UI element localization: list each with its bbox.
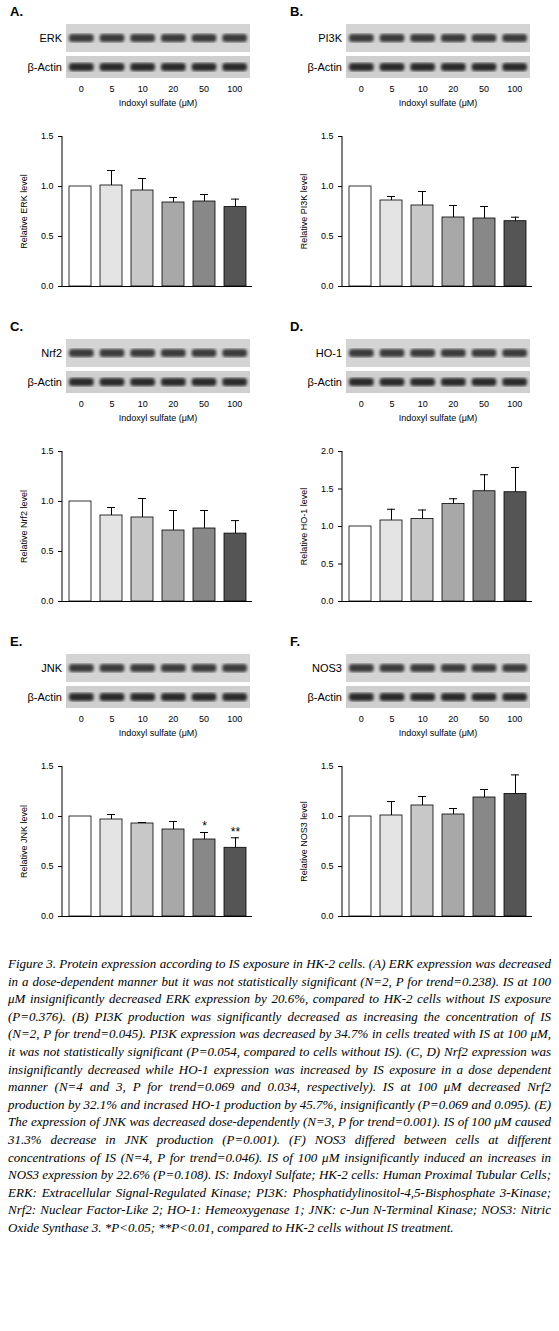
- svg-text:1.0: 1.0: [41, 181, 54, 191]
- svg-text:10: 10: [138, 714, 148, 724]
- svg-text:0.0: 0.0: [41, 911, 54, 921]
- html-text:F.: F.: [290, 634, 301, 649]
- svg-text:β-Actin: β-Actin: [308, 376, 342, 388]
- svg-text:ERK: ERK: [39, 32, 62, 44]
- svg-text:**: **: [231, 825, 241, 839]
- svg-text:5: 5: [109, 84, 114, 94]
- svg-text:1.5: 1.5: [41, 131, 54, 141]
- svg-text:50: 50: [479, 714, 489, 724]
- svg-text:1.5: 1.5: [321, 131, 334, 141]
- svg-text:1.5: 1.5: [41, 761, 54, 771]
- svg-text:20: 20: [448, 399, 458, 409]
- svg-text:0.0: 0.0: [321, 281, 334, 291]
- svg-text:5: 5: [389, 84, 394, 94]
- svg-text:20: 20: [448, 84, 458, 94]
- svg-text:β-Actin: β-Actin: [28, 376, 62, 388]
- svg-text:100: 100: [507, 84, 522, 94]
- html-text:A.: A.: [10, 4, 23, 19]
- svg-text:20: 20: [168, 714, 178, 724]
- svg-text:0.5: 0.5: [41, 231, 54, 241]
- svg-text:50: 50: [479, 84, 489, 94]
- svg-text:100: 100: [227, 84, 242, 94]
- svg-text:0.5: 0.5: [41, 546, 54, 556]
- svg-text:β-Actin: β-Actin: [28, 61, 62, 73]
- svg-text:1.5: 1.5: [321, 484, 334, 494]
- svg-text:10: 10: [138, 84, 148, 94]
- svg-text:100: 100: [507, 714, 522, 724]
- svg-text:100: 100: [507, 399, 522, 409]
- svg-text:NOS3: NOS3: [312, 662, 342, 674]
- svg-text:0: 0: [79, 84, 84, 94]
- svg-text:0.0: 0.0: [321, 596, 334, 606]
- svg-text:β-Actin: β-Actin: [28, 691, 62, 703]
- html-text:B.: B.: [290, 4, 303, 19]
- svg-text:β-Actin: β-Actin: [308, 691, 342, 703]
- svg-text:2.0: 2.0: [321, 446, 334, 456]
- svg-text:100: 100: [227, 399, 242, 409]
- svg-text:Relative HO-1 level: Relative HO-1 level: [299, 488, 309, 566]
- svg-text:20: 20: [168, 399, 178, 409]
- svg-text:10: 10: [418, 84, 428, 94]
- svg-text:5: 5: [109, 714, 114, 724]
- svg-text:5: 5: [109, 399, 114, 409]
- svg-text:JNK: JNK: [41, 662, 62, 674]
- svg-text:PI3K: PI3K: [318, 32, 343, 44]
- svg-text:1.0: 1.0: [321, 811, 334, 821]
- svg-text:1.0: 1.0: [321, 181, 334, 191]
- svg-text:1.0: 1.0: [41, 811, 54, 821]
- svg-text:50: 50: [199, 84, 209, 94]
- html-text:D.: D.: [290, 319, 303, 334]
- svg-text:Relative PI3K level: Relative PI3K level: [299, 174, 309, 250]
- svg-text:5: 5: [389, 399, 394, 409]
- svg-text:Relative ERK level: Relative ERK level: [19, 174, 29, 249]
- svg-text:0.5: 0.5: [321, 559, 334, 569]
- svg-text:5: 5: [389, 714, 394, 724]
- svg-text:0: 0: [79, 399, 84, 409]
- svg-text:0: 0: [359, 714, 364, 724]
- svg-text:Indoxyl sulfate (μM): Indoxyl sulfate (μM): [119, 98, 198, 108]
- svg-text:0.0: 0.0: [321, 911, 334, 921]
- svg-text:Indoxyl sulfate (μM): Indoxyl sulfate (μM): [119, 728, 198, 738]
- svg-text:0: 0: [79, 714, 84, 724]
- svg-text:1.5: 1.5: [41, 446, 54, 456]
- svg-text:0: 0: [359, 399, 364, 409]
- svg-text:100: 100: [227, 714, 242, 724]
- svg-text:20: 20: [448, 714, 458, 724]
- svg-text:50: 50: [479, 399, 489, 409]
- svg-text:0.0: 0.0: [41, 281, 54, 291]
- html-text:C.: C.: [10, 319, 23, 334]
- svg-text:1.0: 1.0: [321, 521, 334, 531]
- svg-text:0.5: 0.5: [321, 231, 334, 241]
- html-text:Figure 3. Protein expression a: Figure 3. Protein expression according t…: [8, 956, 551, 1235]
- svg-text:Indoxyl sulfate (μM): Indoxyl sulfate (μM): [399, 98, 478, 108]
- svg-text:0: 0: [359, 84, 364, 94]
- svg-text:β-Actin: β-Actin: [308, 61, 342, 73]
- svg-text:0.5: 0.5: [41, 861, 54, 871]
- svg-text:10: 10: [418, 714, 428, 724]
- html-text:E.: E.: [10, 634, 23, 649]
- svg-text:1.0: 1.0: [41, 496, 54, 506]
- svg-text:0.0: 0.0: [41, 596, 54, 606]
- svg-text:50: 50: [199, 399, 209, 409]
- svg-text:1.5: 1.5: [321, 761, 334, 771]
- svg-text:Nrf2: Nrf2: [41, 347, 62, 359]
- svg-text:50: 50: [199, 714, 209, 724]
- svg-text:Indoxyl sulfate (μM): Indoxyl sulfate (μM): [399, 413, 478, 423]
- svg-text:Relative JNK level: Relative JNK level: [19, 805, 29, 878]
- svg-text:10: 10: [418, 399, 428, 409]
- svg-text:20: 20: [168, 84, 178, 94]
- svg-text:Indoxyl sulfate (μM): Indoxyl sulfate (μM): [119, 413, 198, 423]
- svg-text:Relative NOS3 level: Relative NOS3 level: [299, 801, 309, 882]
- svg-text:*: *: [202, 819, 207, 833]
- svg-text:0.5: 0.5: [321, 861, 334, 871]
- svg-text:10: 10: [138, 399, 148, 409]
- svg-text:Indoxyl sulfate (μM): Indoxyl sulfate (μM): [399, 728, 478, 738]
- svg-text:Relative Nrf2 level: Relative Nrf2 level: [19, 490, 29, 563]
- svg-text:HO-1: HO-1: [316, 347, 342, 359]
